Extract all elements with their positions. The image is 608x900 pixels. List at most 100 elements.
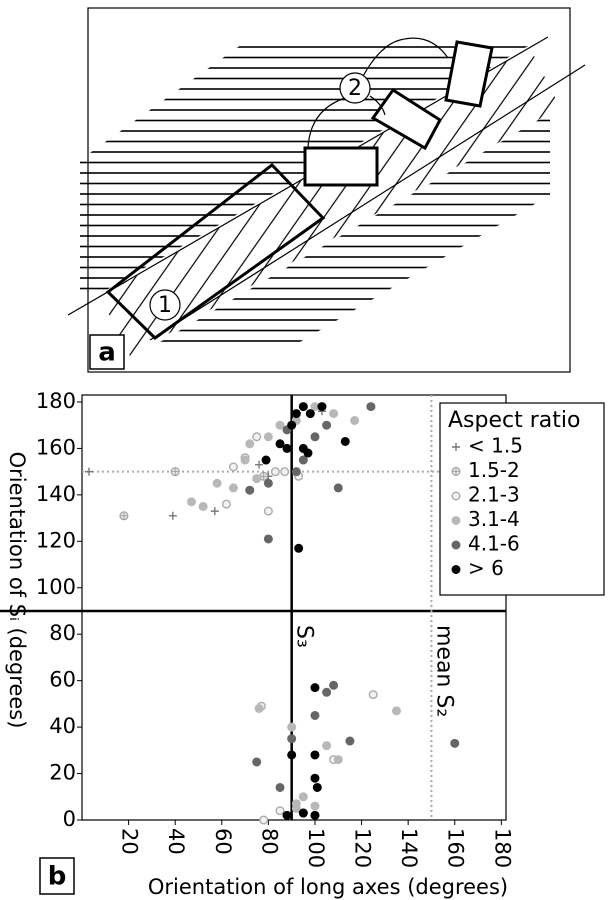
marker-part: [294, 543, 304, 553]
point: [84, 467, 93, 476]
marker-part: [310, 683, 320, 693]
marker-part: [450, 738, 460, 748]
point: [280, 467, 290, 477]
marker-part: [263, 432, 273, 442]
marker-part: [298, 455, 308, 465]
point: [252, 757, 262, 767]
marker-part: [298, 402, 308, 412]
point: [252, 474, 262, 484]
marker-part: [310, 810, 320, 820]
point: [198, 501, 208, 511]
marker-part: [252, 757, 262, 767]
marker-part: [255, 460, 264, 469]
point: [322, 741, 332, 751]
point: [322, 687, 332, 697]
marker-part: [345, 736, 355, 746]
point: [452, 443, 460, 451]
legend-label: 2.1-3: [468, 483, 520, 507]
marker-part: [270, 467, 280, 477]
point: [451, 516, 461, 525]
marker-part: [287, 734, 297, 744]
legend-entry: > 6: [451, 556, 504, 580]
legend-entry: 4.1-6: [451, 532, 520, 556]
marker-part: [329, 409, 339, 419]
legend-label: < 1.5: [468, 434, 523, 458]
point: [451, 467, 461, 476]
point: [186, 497, 196, 507]
panel-a: 1 2 a: [67, 7, 586, 373]
plot-frame: [81, 394, 507, 821]
point: [333, 755, 343, 765]
y-tick-label: 100: [36, 575, 76, 599]
marker-part: [451, 540, 461, 550]
y-tick-label: 80: [49, 621, 76, 645]
point: [291, 803, 301, 813]
legend-entry: 3.1-4: [451, 507, 520, 531]
marker-part: [310, 750, 320, 760]
x-tick-label: 100: [304, 828, 328, 868]
point: [259, 815, 269, 825]
marker-part: [392, 706, 402, 716]
point: [254, 704, 264, 714]
marker-part: [329, 680, 339, 690]
marker-part: [310, 773, 320, 783]
marker-part: [298, 792, 308, 802]
y-tick-label: 160: [36, 435, 76, 459]
marker-part: [350, 416, 360, 426]
point: [252, 432, 262, 442]
point: [119, 511, 129, 521]
marker-part: [282, 810, 292, 820]
point: [368, 690, 378, 700]
marker-part: [287, 722, 297, 732]
marker-part: [252, 474, 262, 484]
point: [310, 683, 320, 693]
point: [312, 782, 322, 792]
point: [329, 409, 339, 419]
point: [345, 736, 355, 746]
marker-part: [366, 402, 376, 412]
point: [450, 738, 460, 748]
point: [305, 409, 315, 419]
marker-part: [240, 455, 250, 465]
block: [370, 87, 442, 151]
marker-part: [291, 803, 301, 813]
marker-part: [263, 506, 273, 516]
point: [298, 808, 308, 818]
point: [275, 439, 285, 449]
point: [245, 439, 255, 449]
marker-part: [452, 443, 460, 451]
point: [340, 436, 350, 446]
label-circle: [149, 289, 181, 321]
block: [105, 162, 326, 340]
label: 2: [348, 76, 362, 101]
reference-label: mean S₂: [431, 625, 456, 717]
point: [282, 810, 292, 820]
point: [287, 734, 297, 744]
marker-part: [210, 507, 219, 516]
point: [245, 485, 255, 495]
legend-box: [439, 402, 605, 596]
point: [287, 420, 297, 430]
point: [275, 782, 285, 792]
marker-part: [84, 467, 93, 476]
marker-part: [310, 710, 320, 720]
point: [221, 499, 231, 509]
point: [451, 491, 461, 501]
panel-label-box: [89, 334, 125, 370]
marker-part: [119, 511, 128, 520]
point: [291, 409, 301, 419]
y-tick-label: 0: [63, 807, 76, 831]
marker-part: [245, 485, 255, 495]
marker-part: [282, 443, 292, 453]
block: [444, 40, 494, 108]
marker-part: [275, 806, 285, 816]
marker-part: [261, 455, 271, 465]
point: [294, 543, 304, 553]
panel-label: a: [98, 338, 116, 368]
point: [350, 416, 360, 426]
marker-part: [317, 402, 327, 412]
marker-part: [263, 478, 273, 488]
marker-part: [333, 755, 343, 765]
marker-part: [168, 511, 177, 520]
x-axis-label: Orientation of long axes (degrees): [148, 875, 508, 899]
